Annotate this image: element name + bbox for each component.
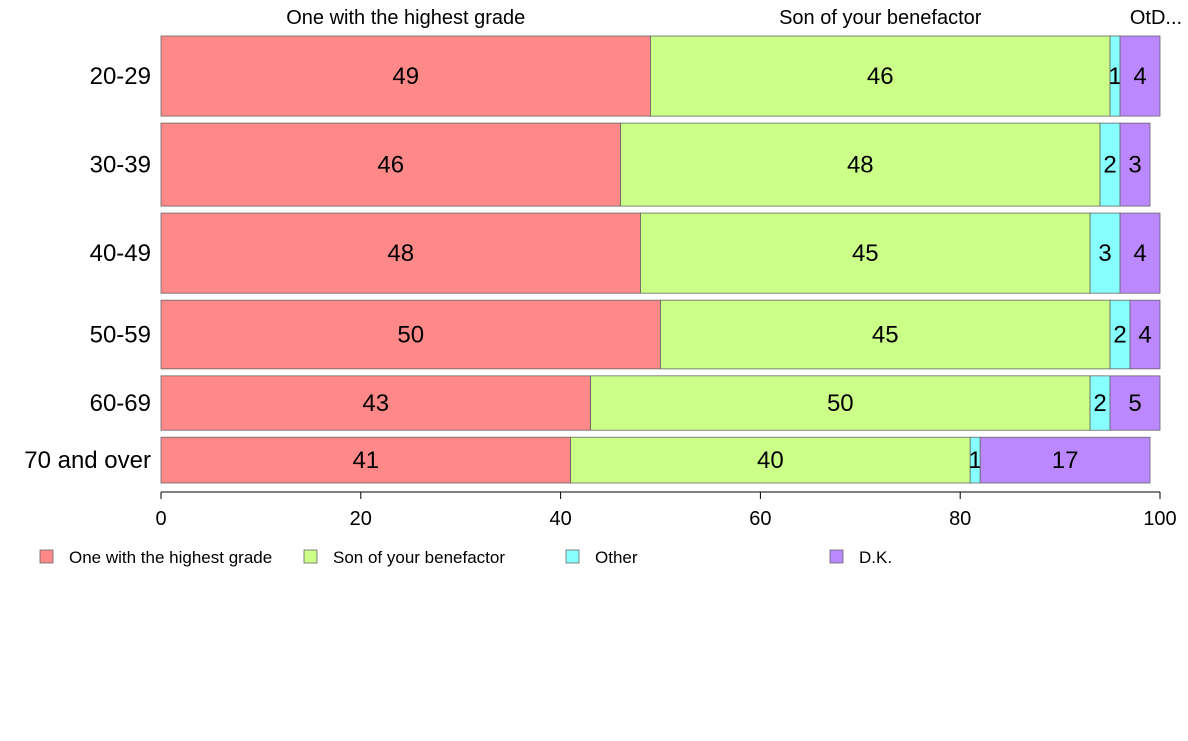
x-tick-label: 0 (155, 508, 166, 530)
bar-segment (650, 35, 1111, 117)
bar-segment (1129, 299, 1161, 370)
legend-label: D.K. (859, 548, 892, 567)
segment-value-label: 4 (1138, 322, 1151, 349)
category-label: 20-29 (90, 63, 151, 90)
bar-segment (1089, 212, 1121, 294)
top-category-label: Son of your benefactor (779, 7, 982, 29)
bar-segment (160, 299, 661, 370)
x-tick-label: 60 (749, 508, 771, 530)
category-label: 40-49 (90, 240, 151, 267)
segment-value-label: 48 (387, 240, 414, 267)
segment-value-label: 2 (1093, 390, 1106, 417)
segment-value-label: 50 (397, 322, 424, 349)
top-category-label: OtD... (1130, 7, 1182, 29)
segment-value-label: 49 (392, 63, 419, 90)
segment-value-label: 2 (1103, 152, 1116, 179)
bar-segment (1109, 375, 1161, 431)
bar-segment (1119, 122, 1151, 207)
segment-value-label: 4 (1133, 240, 1146, 267)
legend-label: Other (595, 548, 638, 567)
segment-value-label: 46 (867, 63, 894, 90)
category-label: 60-69 (90, 390, 151, 417)
category-label: 70 and over (24, 447, 151, 474)
segment-value-label: 46 (377, 152, 404, 179)
legend-swatch (39, 549, 54, 564)
segment-value-label: 50 (827, 390, 854, 417)
legend-label: Son of your benefactor (333, 548, 505, 567)
bar-segment (160, 436, 571, 484)
bar-segment (160, 375, 591, 431)
segment-value-label: 5 (1128, 390, 1141, 417)
segment-value-label: 40 (757, 447, 784, 474)
bar-segment (620, 122, 1101, 207)
segment-value-label: 1 (1108, 63, 1121, 90)
bar-segment (660, 299, 1111, 370)
bar-segment (640, 212, 1091, 294)
top-category-label: One with the highest grade (286, 7, 525, 29)
bar-segment (590, 375, 1091, 431)
x-tick-label: 100 (1143, 508, 1176, 530)
bar-segment (1119, 35, 1161, 117)
segment-value-label: 2 (1113, 322, 1126, 349)
category-label: 50-59 (90, 322, 151, 349)
legend-label: One with the highest grade (69, 548, 272, 567)
segment-value-label: 41 (352, 447, 379, 474)
bar-segment (979, 436, 1151, 484)
bar-segment (160, 35, 651, 117)
segment-value-label: 3 (1128, 152, 1141, 179)
x-tick-label: 40 (549, 508, 571, 530)
x-tick-label: 80 (949, 508, 971, 530)
x-tick-label: 20 (350, 508, 372, 530)
bar-segment (160, 122, 621, 207)
segment-value-label: 1 (969, 447, 982, 474)
segment-value-label: 48 (847, 152, 874, 179)
category-label: 30-39 (90, 152, 151, 179)
legend-swatch (565, 549, 580, 564)
segment-value-label: 45 (852, 240, 879, 267)
segment-value-label: 17 (1052, 447, 1079, 474)
bar-segment (1119, 212, 1161, 294)
bar-segment (160, 212, 641, 294)
legend-swatch (829, 549, 844, 564)
segment-value-label: 45 (872, 322, 899, 349)
bar-segment (570, 436, 971, 484)
segment-value-label: 43 (362, 390, 389, 417)
segment-value-label: 4 (1133, 63, 1146, 90)
segment-value-label: 3 (1098, 240, 1111, 267)
legend-swatch (303, 549, 318, 564)
